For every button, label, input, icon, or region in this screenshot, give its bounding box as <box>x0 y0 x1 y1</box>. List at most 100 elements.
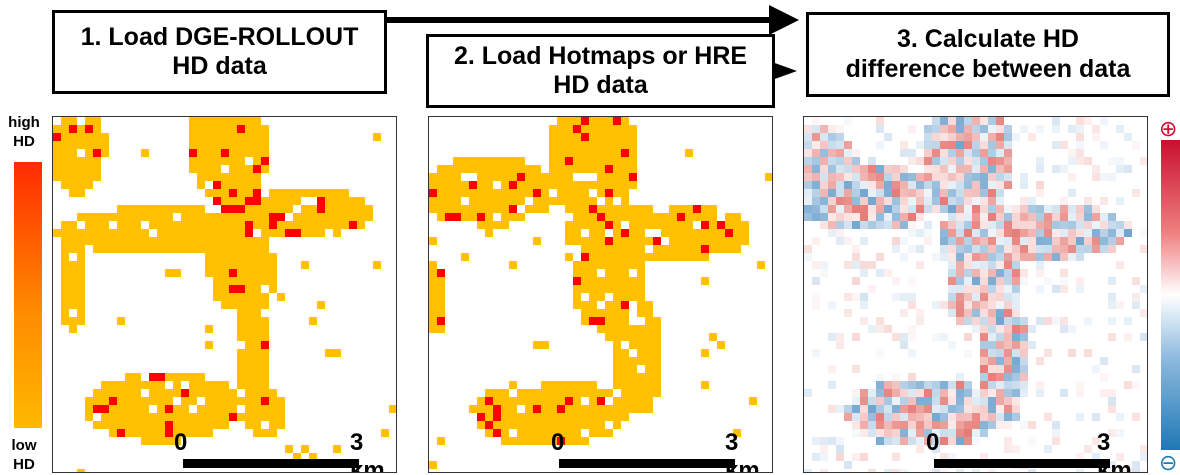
map-pixel <box>173 389 181 397</box>
diff-pixel <box>1132 413 1140 421</box>
diff-pixel <box>980 181 988 189</box>
diff-pixel <box>804 469 812 472</box>
map-pixel <box>629 325 637 333</box>
diff-pixel <box>1092 173 1100 181</box>
map-pixel <box>485 429 493 437</box>
diff-pixel <box>1004 333 1012 341</box>
map-pixel <box>541 341 549 349</box>
map-pixel <box>485 181 493 189</box>
map-pixel <box>621 333 629 341</box>
diff-pixel <box>980 221 988 229</box>
map-pixel <box>605 277 613 285</box>
diff-pixel <box>948 301 956 309</box>
map-pixel <box>669 253 677 261</box>
diff-pixel <box>860 405 868 413</box>
map-pixel <box>613 381 621 389</box>
map-pixel <box>309 189 317 197</box>
map-pixel <box>589 237 597 245</box>
map-pixel <box>237 237 245 245</box>
map-pixel <box>269 189 277 197</box>
diff-pixel <box>892 437 900 445</box>
diff-pixel <box>876 189 884 197</box>
diff-pixel <box>932 165 940 173</box>
map-pixel <box>525 181 533 189</box>
map-pixel <box>589 125 597 133</box>
diff-pixel <box>988 205 996 213</box>
diff-pixel <box>964 413 972 421</box>
map-pixel <box>133 421 141 429</box>
map-pixel <box>581 117 589 125</box>
map-pixel <box>285 189 293 197</box>
map-pixel <box>125 213 133 221</box>
map-pixel <box>581 301 589 309</box>
map-pixel <box>229 221 237 229</box>
diff-pixel <box>1036 389 1044 397</box>
map-pixel <box>85 237 93 245</box>
diff-pixel <box>812 453 820 461</box>
map-pixel <box>613 205 621 213</box>
diff-pixel <box>940 189 948 197</box>
map-pixel <box>325 189 333 197</box>
map-pixel <box>77 253 85 261</box>
map-pixel <box>653 365 661 373</box>
diff-pixel <box>1052 205 1060 213</box>
map-pixel <box>637 381 645 389</box>
map-pixel <box>621 157 629 165</box>
diff-pixel <box>860 173 868 181</box>
map-pixel <box>437 213 445 221</box>
map-pixel <box>213 269 221 277</box>
diff-pixel <box>1092 221 1100 229</box>
map-pixel <box>181 397 189 405</box>
map-pixel <box>581 253 589 261</box>
map-pixel <box>61 133 69 141</box>
diff-pixel <box>900 237 908 245</box>
diff-pixel <box>1004 445 1012 453</box>
diff-pixel <box>1044 413 1052 421</box>
map-pixel <box>85 141 93 149</box>
diff-pixel <box>924 125 932 133</box>
diff-pixel <box>1020 421 1028 429</box>
map-pixel <box>661 245 669 253</box>
map-pixel <box>149 245 157 253</box>
map-pixel <box>533 189 541 197</box>
map-pixel <box>189 245 197 253</box>
diff-pixel <box>1004 317 1012 325</box>
diff-pixel <box>1092 125 1100 133</box>
map-pixel <box>77 213 85 221</box>
diff-pixel <box>980 269 988 277</box>
map-pixel <box>229 165 237 173</box>
diff-pixel <box>988 285 996 293</box>
diff-pixel <box>868 165 876 173</box>
map-pixel <box>197 173 205 181</box>
map-pixel <box>261 429 269 437</box>
diff-pixel <box>812 277 820 285</box>
diff-pixel <box>1060 325 1068 333</box>
map-pixel <box>645 357 653 365</box>
map-pixel <box>53 133 61 141</box>
diff-pixel <box>804 197 812 205</box>
map-pixel <box>621 189 629 197</box>
map-pixel <box>661 229 669 237</box>
diff-pixel <box>948 181 956 189</box>
map-pixel <box>61 173 69 181</box>
map-pixel <box>189 397 197 405</box>
map-pixel <box>117 213 125 221</box>
diff-pixel <box>1060 245 1068 253</box>
map-pixel <box>253 197 261 205</box>
map-pixel <box>589 301 597 309</box>
map-pixel <box>101 389 109 397</box>
diff-pixel <box>948 133 956 141</box>
map-pixel <box>453 165 461 173</box>
map-pixel <box>549 437 557 445</box>
diff-pixel <box>852 413 860 421</box>
map-pixel <box>477 421 485 429</box>
map-pixel <box>237 133 245 141</box>
diff-pixel <box>1108 173 1116 181</box>
diff-pixel <box>1060 253 1068 261</box>
diff-pixel <box>836 125 844 133</box>
diff-pixel <box>956 301 964 309</box>
diff-pixel <box>996 173 1004 181</box>
diff-pixel <box>868 157 876 165</box>
map-pixel <box>101 421 109 429</box>
diff-pixel <box>916 245 924 253</box>
